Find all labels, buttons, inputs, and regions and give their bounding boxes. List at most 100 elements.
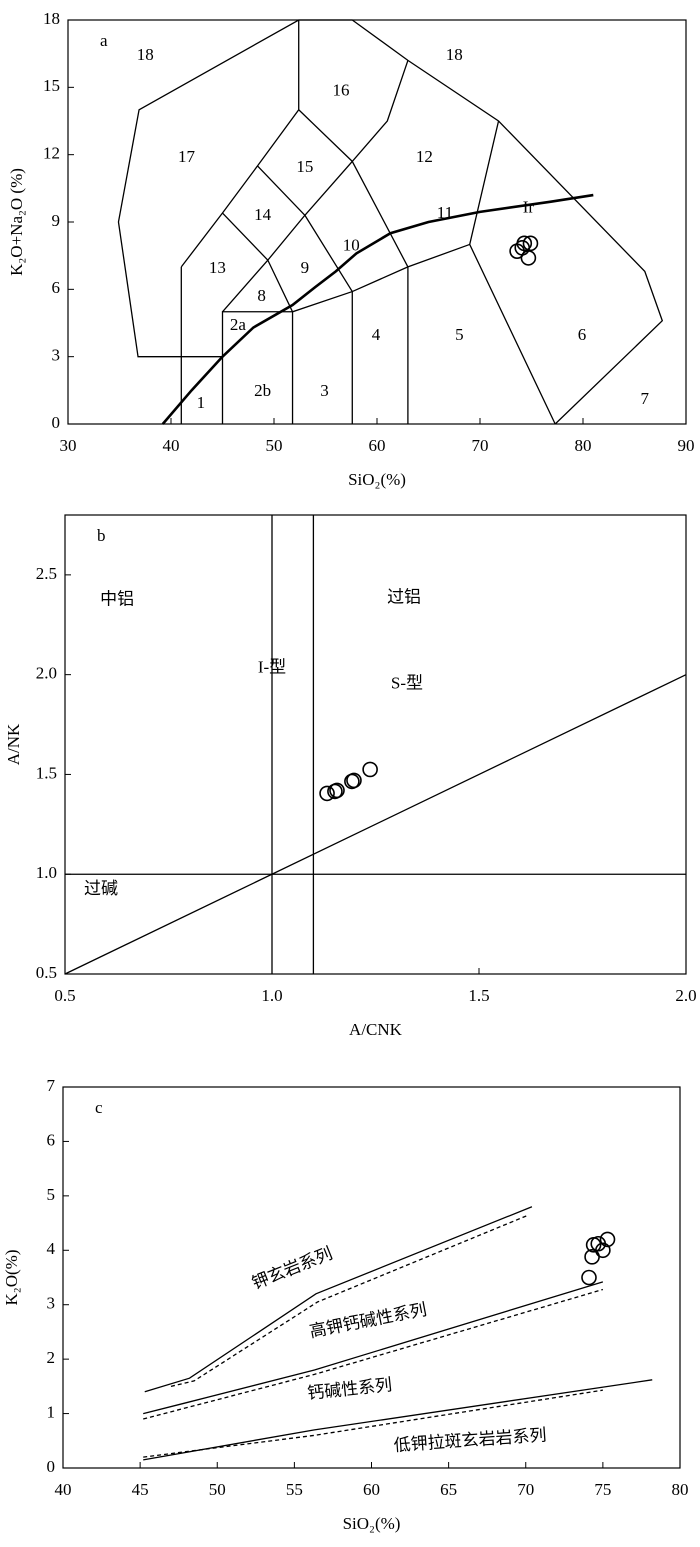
field-boundary [161,193,594,425]
sample-point [362,761,378,778]
x-tick-label: 40 [163,436,180,455]
sample-point [520,250,537,266]
panel-label: b [97,526,106,545]
y-tick-label: 6 [47,1130,56,1149]
y-tick-label: 1.5 [36,763,57,782]
x-tick-label: 65 [440,1480,457,1499]
y-tick-label: 1 [47,1402,56,1421]
x-tick-label: 40 [55,1480,72,1499]
y-axis-title: K₂O+Na₂O (%) [7,168,26,276]
field-boundary [64,674,687,975]
x-tick-label: 60 [369,436,386,455]
field-label: 1 [197,393,206,412]
field-boundary [143,1288,604,1420]
y-tick-label: 3 [52,346,61,365]
y-tick-label: 7 [47,1076,56,1095]
x-tick-label: 2.0 [675,986,696,1005]
field-label: 18 [446,45,463,64]
field-label: 2b [254,381,271,400]
y-tick-label: 4 [47,1239,56,1258]
field-label: 7 [641,389,650,408]
plot-frame [67,19,687,425]
y-tick-label: 0 [47,1457,56,1476]
x-tick-label: 80 [672,1480,689,1499]
y-tick-label: 0.5 [36,963,57,982]
x-tick-label: 75 [594,1480,611,1499]
sample-point [581,1269,597,1286]
field-boundary [221,311,294,424]
x-tick-label: 0.5 [54,986,75,1005]
field-label: 低钾拉斑玄岩岩系列 [393,1425,547,1455]
field-label: 12 [416,147,433,166]
y-tick-label: 9 [52,211,61,230]
panel-label: a [100,31,108,50]
y-axis-title: K₂O(%) [2,1250,21,1306]
x-axis-title: A/CNK [349,1020,403,1039]
y-tick-label: 12 [43,144,60,163]
panel-label: c [95,1098,103,1117]
field-label: 15 [296,157,313,176]
y-tick-label: 2.0 [36,664,57,683]
sample-point [590,1235,607,1252]
x-axis-title: SiO₂(%) [343,1514,401,1533]
x-tick-label: 70 [472,436,489,455]
y-tick-label: 6 [52,278,61,297]
y-tick-label: 2.5 [36,564,57,583]
field-label: 4 [372,325,381,344]
field-boundary [298,60,409,163]
x-tick-label: 90 [678,436,695,455]
x-tick-label: 70 [517,1480,534,1499]
x-tick-label: 50 [209,1480,226,1499]
sample-point [319,785,335,802]
field-label: 过铝 [387,588,421,607]
y-tick-label: 18 [43,9,60,28]
sample-point [329,782,345,799]
x-tick-label: 55 [286,1480,303,1499]
x-tick-label: 60 [363,1480,380,1499]
field-label: 17 [178,147,196,166]
field-boundary [222,243,470,313]
x-tick-label: 1.5 [468,986,489,1005]
field-label: 5 [455,325,464,344]
field-boundary [144,1206,533,1393]
x-tick-label: 1.0 [261,986,282,1005]
sample-point [514,240,531,256]
field-boundary [257,160,409,424]
field-label: 3 [320,381,329,400]
plot-frame [64,514,687,975]
y-axis-title: A/NK [4,723,23,765]
field-label: 钙碱性系列 [306,1375,393,1403]
sample-point [599,1231,616,1248]
y-tick-label: 3 [47,1294,56,1313]
field-label: 13 [209,258,226,277]
x-tick-label: 50 [266,436,283,455]
field-label: 6 [578,325,587,344]
field-boundary [222,212,353,424]
field-boundary [170,1214,530,1387]
field-label: 中铝 [100,590,134,609]
field-label: I-型 [258,658,286,677]
field-label: 2a [230,315,247,334]
y-tick-label: 1.0 [36,863,57,882]
field-boundary [143,1389,603,1458]
field-label: 钾玄岩系列 [249,1244,335,1293]
field-label: 高钾钙碱性系列 [308,1300,428,1341]
field-label: S-型 [391,674,423,693]
field-label: 18 [137,45,154,64]
x-tick-label: 45 [132,1480,149,1499]
sample-point [522,235,539,252]
sample-point [346,772,362,789]
field-label: 9 [301,258,310,277]
field-label: 14 [254,205,272,224]
field-label: 8 [257,286,266,305]
x-tick-label: 30 [60,436,77,455]
field-label: Ir [523,197,535,216]
field-boundary [117,19,664,425]
x-tick-label: 80 [575,436,592,455]
y-tick-label: 0 [52,413,61,432]
x-axis-title: SiO₂(%) [348,470,406,489]
field-boundary [143,1281,604,1415]
y-tick-label: 15 [43,76,60,95]
field-label: 过碱 [84,879,118,898]
